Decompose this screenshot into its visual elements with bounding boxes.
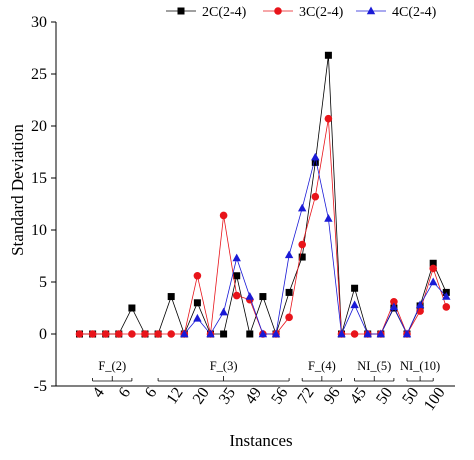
legend: 2C(2-4) 3C(2-4) 4C(2-4) — [166, 5, 437, 20]
data-point-triangle — [298, 203, 307, 212]
y-tick-label: 15 — [31, 170, 47, 187]
x-tick-label: 45 — [347, 385, 370, 408]
group-label: NI_(10) — [400, 359, 440, 373]
x-tick-label: 6 — [142, 385, 161, 401]
data-point-circle — [311, 192, 320, 201]
data-point-circle — [219, 211, 228, 220]
data-point-triangle — [389, 302, 399, 311]
legend-label: 3C(2-4) — [299, 5, 344, 20]
data-point-triangle — [193, 313, 202, 322]
x-tick-label: 35 — [216, 385, 239, 408]
series-2C(2-4) — [76, 51, 450, 338]
y-tick-label: 20 — [31, 118, 47, 135]
group-label: F_(4) — [308, 359, 336, 373]
data-point-circle — [324, 114, 333, 123]
data-point-triangle — [232, 253, 241, 262]
data-point-triangle — [206, 329, 215, 338]
x-tick-label: 49 — [242, 385, 265, 408]
data-point-triangle — [415, 300, 425, 309]
series-line — [79, 55, 447, 336]
data-point-circle — [167, 330, 175, 338]
data-point-triangle — [363, 329, 372, 338]
data-point-triangle — [271, 329, 281, 338]
x-tick-label: 50 — [399, 385, 422, 408]
x-tick-label: 50 — [373, 385, 396, 408]
data-point-circle — [154, 330, 162, 338]
data-point-triangle — [350, 300, 359, 309]
data-point-circle — [274, 7, 282, 15]
data-point-triangle — [442, 292, 451, 300]
data-point-circle — [442, 303, 451, 311]
x-tick-label: 20 — [190, 385, 213, 408]
data-point-triangle — [245, 292, 254, 300]
data-point-circle — [298, 240, 307, 249]
group-label: F_(3) — [210, 359, 238, 373]
data-point-circle — [390, 297, 398, 306]
data-point-square — [259, 293, 267, 301]
data-point-triangle — [219, 307, 228, 316]
x-tick-label: 100 — [421, 385, 449, 414]
data-point-square — [351, 284, 359, 292]
data-point-square — [246, 330, 254, 338]
data-point-circle — [115, 330, 123, 338]
data-point-square — [220, 330, 228, 338]
x-tick-label: 72 — [294, 385, 317, 408]
data-point-triangle — [429, 277, 438, 286]
x-tick-label: 6 — [116, 385, 135, 401]
data-point-circle — [101, 330, 110, 338]
data-point-square — [298, 253, 306, 261]
data-point-circle — [141, 330, 149, 338]
data-point-triangle — [284, 250, 294, 259]
data-point-square — [233, 272, 241, 280]
data-point-triangle — [180, 329, 189, 338]
data-point-circle — [128, 330, 136, 338]
data-point-circle — [429, 264, 438, 273]
y-tick-label: 0 — [39, 326, 47, 343]
y-axis-title: Standard Deviation — [8, 124, 27, 256]
group-label: NI_(5) — [357, 359, 391, 373]
data-point-circle — [193, 271, 202, 280]
data-point-square — [311, 158, 319, 166]
x-tick-label: 4 — [89, 385, 108, 401]
x-tick-label: 12 — [163, 385, 186, 408]
data-point-circle — [232, 291, 241, 300]
series-line — [183, 157, 447, 336]
legend-label: 4C(2-4) — [392, 5, 437, 20]
group-label: F_(2) — [98, 359, 126, 373]
y-tick-label: 10 — [31, 222, 47, 239]
series-4C(2-4) — [180, 152, 451, 338]
data-point-triangle — [366, 6, 376, 15]
data-point-circle — [350, 330, 359, 338]
data-point-triangle — [376, 329, 385, 338]
data-point-triangle — [324, 214, 333, 222]
y-tick-label: 25 — [31, 66, 47, 83]
data-point-triangle — [402, 329, 412, 338]
data-point-square — [285, 288, 293, 296]
data-point-square — [167, 293, 175, 301]
data-point-triangle — [337, 329, 346, 338]
x-tick-label: 96 — [321, 385, 344, 408]
x-tick-label: 56 — [268, 385, 291, 408]
data-point-square — [128, 304, 136, 312]
x-axis-title: Instances — [229, 431, 292, 450]
legend-label: 2C(2-4) — [202, 5, 247, 20]
y-tick-label: 30 — [31, 14, 47, 31]
data-point-circle — [285, 313, 293, 322]
data-point-square — [193, 299, 201, 307]
data-point-circle — [88, 330, 97, 338]
data-point-circle — [75, 330, 84, 338]
data-point-triangle — [258, 329, 268, 338]
data-point-square — [324, 51, 332, 59]
y-tick-label: 5 — [39, 274, 47, 291]
data-point-triangle — [311, 152, 320, 161]
data-point-square — [429, 259, 437, 267]
y-tick-label: -5 — [34, 378, 47, 395]
data-point-square — [177, 7, 185, 15]
